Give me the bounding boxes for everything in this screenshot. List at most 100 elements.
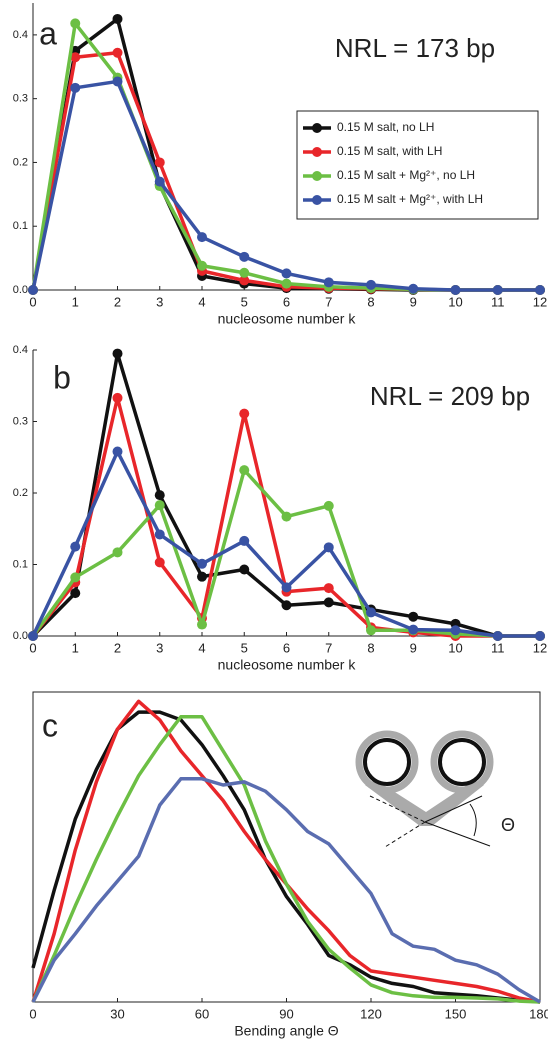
x-tick-label: 2 — [114, 294, 121, 309]
y-tick-label: 0.1 — [13, 558, 28, 570]
nucleosome — [363, 738, 411, 786]
data-point — [323, 583, 334, 594]
x-tick-label: 12 — [533, 294, 547, 309]
data-point — [154, 500, 165, 511]
data-point — [323, 542, 334, 553]
data-point — [535, 285, 545, 295]
x-tick-label: 2 — [114, 640, 121, 655]
panel-label: a — [39, 15, 57, 51]
data-point — [70, 82, 81, 93]
legend-swatch — [312, 171, 322, 181]
angle-line — [424, 795, 483, 823]
x-axis-label: nucleosome number k — [218, 311, 357, 327]
inset-diagram: Θ — [355, 730, 515, 848]
data-point — [154, 529, 165, 540]
x-tick-label: 120 — [360, 1006, 382, 1021]
y-tick-label: 0.3 — [13, 415, 28, 427]
data-point — [112, 47, 123, 58]
x-tick-label: 1 — [72, 640, 79, 655]
x-tick-label: 8 — [367, 640, 374, 655]
annotation: NRL = 209 bp — [370, 381, 530, 411]
x-tick-label: 9 — [410, 640, 417, 655]
data-point — [492, 285, 503, 295]
x-tick-label: 7 — [325, 640, 332, 655]
x-tick-label: 90 — [279, 1006, 293, 1021]
x-tick-label: 7 — [325, 294, 332, 309]
data-point — [70, 18, 81, 29]
data-point — [197, 571, 207, 582]
angle-line — [369, 795, 426, 823]
x-tick-label: 3 — [156, 294, 163, 309]
x-tick-label: 8 — [367, 294, 374, 309]
legend-box — [296, 110, 539, 220]
x-tick-label: 3 — [156, 640, 163, 655]
x-tick-label: 0 — [29, 640, 36, 655]
data-point — [239, 267, 250, 278]
legend-swatch — [312, 123, 322, 133]
nucleosome — [438, 738, 486, 786]
data-point — [239, 275, 250, 286]
data-point — [154, 176, 165, 187]
x-tick-label: 9 — [410, 294, 417, 309]
data-point — [281, 278, 292, 289]
data-point — [323, 597, 334, 608]
x-tick-label: 10 — [448, 294, 462, 309]
x-tick-label: 12 — [533, 640, 547, 655]
legend-label: 0.15 M salt + Mg²⁺, with LH — [337, 192, 483, 206]
data-point — [28, 285, 38, 295]
data-point — [112, 76, 123, 87]
x-tick-label: 30 — [110, 1006, 124, 1021]
y-tick-label: 0.1 — [13, 220, 28, 232]
angle-line — [384, 821, 426, 848]
legend-label: 0.15 M salt, no LH — [337, 120, 434, 134]
panel-label: c — [42, 707, 58, 743]
x-axis-label: Bending angle Θ — [234, 1023, 338, 1039]
x-tick-label: 150 — [445, 1006, 467, 1021]
data-point — [154, 490, 165, 501]
x-tick-label: 180 — [529, 1006, 548, 1021]
x-tick-label: 1 — [72, 294, 79, 309]
data-point — [239, 465, 250, 476]
series-line — [31, 777, 541, 1004]
data-point — [450, 625, 461, 636]
angle-arc — [469, 803, 477, 837]
data-point — [408, 611, 419, 622]
x-tick-label: 4 — [198, 640, 205, 655]
legend-label: 0.15 M salt, with LH — [337, 144, 442, 158]
data-point — [154, 557, 165, 568]
x-tick-label: 5 — [241, 294, 248, 309]
x-tick-label: 4 — [198, 294, 205, 309]
series-line — [31, 468, 540, 638]
data-point — [535, 631, 545, 641]
data-point — [70, 588, 81, 599]
data-point — [239, 251, 250, 262]
angle-line — [424, 821, 491, 847]
x-tick-label: 60 — [195, 1006, 209, 1021]
x-tick-label: 11 — [491, 640, 505, 655]
data-point — [112, 348, 123, 359]
y-tick-label: 0.0 — [13, 284, 28, 296]
data-point — [112, 392, 123, 403]
data-point — [366, 625, 376, 636]
data-point — [112, 446, 123, 457]
x-tick-label: 6 — [283, 640, 290, 655]
data-point — [408, 624, 419, 635]
annotation: NRL = 173 bp — [335, 33, 495, 63]
data-point — [70, 541, 81, 552]
data-point — [366, 607, 376, 618]
y-tick-label: 0.3 — [13, 93, 28, 105]
data-point — [323, 500, 334, 511]
data-point — [70, 572, 81, 583]
data-point — [197, 232, 207, 243]
x-tick-label: 5 — [241, 640, 248, 655]
data-point — [28, 631, 38, 641]
legend-swatch — [312, 195, 322, 205]
data-point — [492, 631, 503, 641]
data-point — [197, 260, 207, 271]
data-point — [197, 558, 207, 569]
y-tick-label: 0.4 — [13, 344, 28, 356]
data-point — [112, 547, 123, 558]
data-point — [281, 582, 292, 593]
data-point — [281, 600, 292, 611]
legend-label: 0.15 M salt + Mg²⁺, no LH — [337, 168, 475, 182]
